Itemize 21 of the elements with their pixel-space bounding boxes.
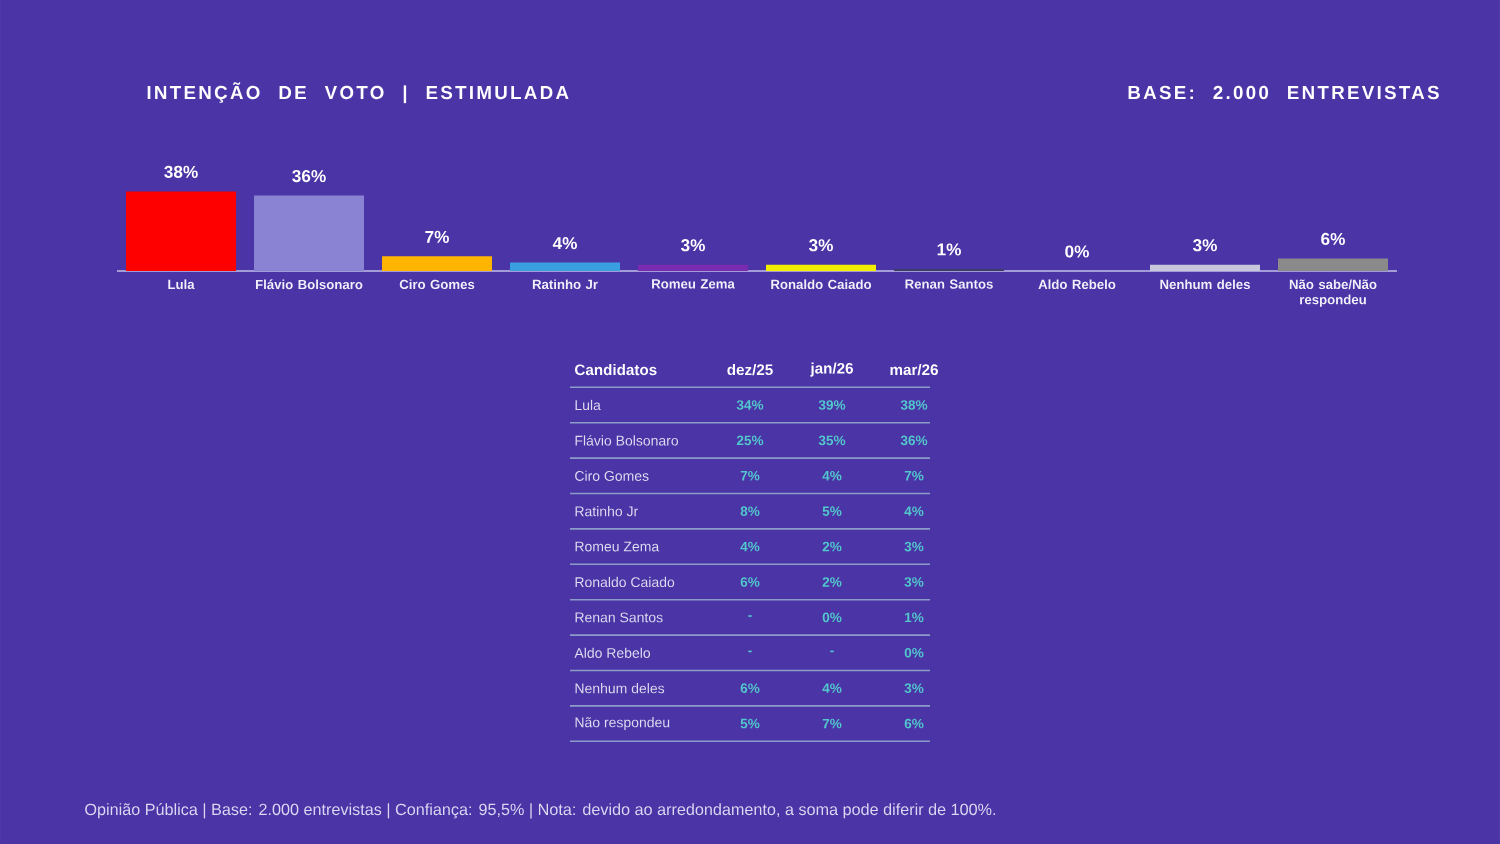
data-label: 3% [1192,239,1217,252]
bar [382,256,493,271]
data-label: 0% [1065,245,1089,258]
bar [510,262,621,271]
bar [1150,264,1260,271]
data-label: 6% [1321,232,1345,245]
data-label: 4% [552,237,577,250]
chart-subtitle: BASE: 2.000 ENTREVISTAS [1128,85,1439,100]
data-label: 7% [425,230,449,243]
bar [254,195,365,271]
data-label: 36% [292,169,326,183]
bar [766,264,877,271]
bar [1278,258,1388,271]
bar [126,191,237,271]
data-label: 3% [680,239,705,252]
chart-title: INTENÇÃO DE VOTO | ESTIMULADA [147,82,569,104]
data-label: 38% [164,165,198,178]
bar [638,264,749,271]
text: Opinião Pública | Base: 2.000 entrevistas | Confiança: 95,5% | Nota: devido ao arredondamento, a soma pode diferir de 100%. [85,803,996,819]
data-label: 3% [808,239,833,252]
data-label: 1% [937,243,961,256]
